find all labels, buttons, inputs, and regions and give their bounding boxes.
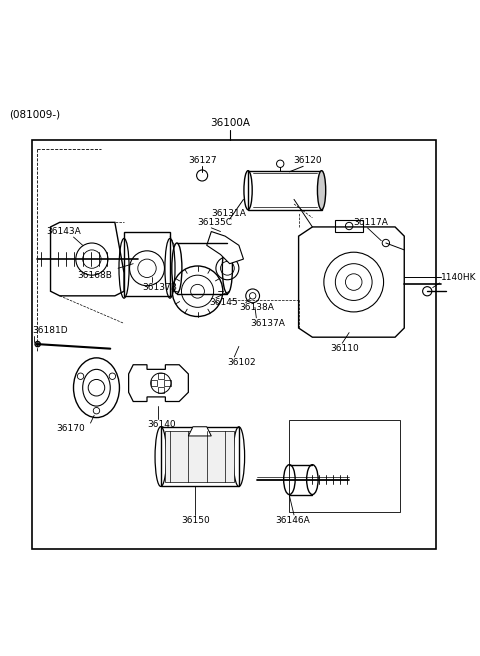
Text: 36120: 36120: [293, 156, 322, 165]
Text: 36143A: 36143A: [46, 227, 81, 236]
Text: 36135C: 36135C: [198, 218, 232, 227]
Bar: [157, 373, 164, 379]
Text: 36140: 36140: [147, 420, 176, 429]
Bar: [151, 380, 157, 386]
Bar: [124, 232, 170, 296]
Ellipse shape: [317, 171, 326, 210]
Polygon shape: [188, 427, 211, 436]
Bar: [161, 427, 239, 487]
Text: 36110: 36110: [331, 344, 360, 353]
Text: 36131A: 36131A: [211, 209, 246, 218]
Polygon shape: [50, 222, 124, 296]
Bar: [248, 171, 322, 210]
Bar: [166, 432, 234, 482]
Text: 36117A: 36117A: [354, 218, 389, 227]
Text: 36127: 36127: [188, 156, 216, 165]
Text: 36102: 36102: [228, 358, 256, 367]
Polygon shape: [129, 365, 188, 401]
Circle shape: [35, 341, 40, 347]
Text: 36146A: 36146A: [276, 516, 311, 525]
Text: (081009-): (081009-): [9, 110, 60, 120]
Text: 36137B: 36137B: [143, 283, 177, 292]
Bar: [336, 220, 363, 232]
Polygon shape: [207, 232, 243, 264]
Text: 36137A: 36137A: [251, 319, 285, 328]
Text: 36138A: 36138A: [239, 302, 274, 312]
Text: 1140HK: 1140HK: [441, 273, 477, 282]
Text: 36181D: 36181D: [32, 326, 68, 335]
Text: 36168B: 36168B: [78, 270, 112, 279]
Text: 36100A: 36100A: [210, 118, 250, 128]
Bar: [157, 387, 164, 393]
Text: 36145: 36145: [209, 298, 238, 307]
Text: 36150: 36150: [181, 516, 210, 525]
Bar: [165, 380, 171, 386]
Text: 36170: 36170: [56, 424, 85, 434]
Bar: [32, 140, 436, 548]
Bar: [289, 420, 400, 512]
Polygon shape: [299, 227, 404, 337]
